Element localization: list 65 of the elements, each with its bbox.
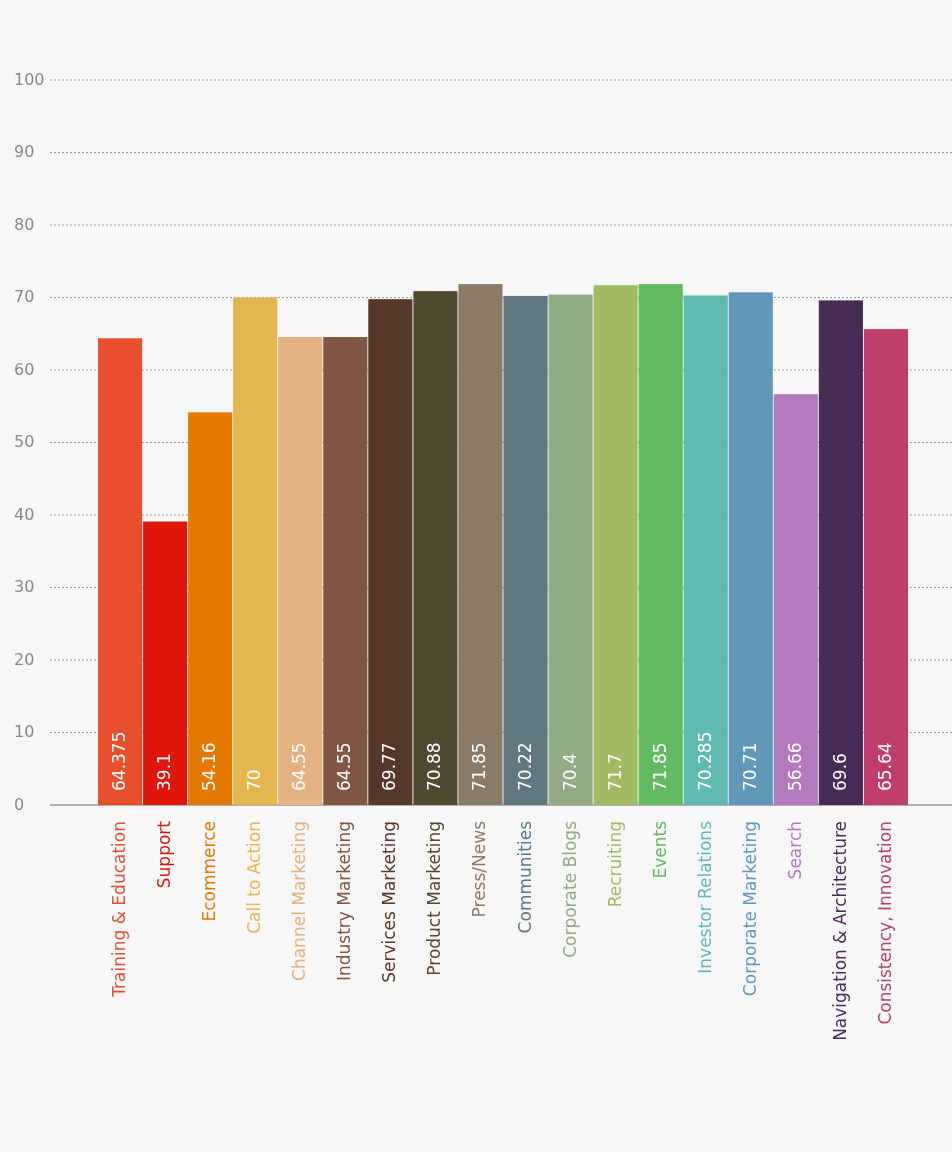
bar — [143, 521, 188, 805]
bar — [323, 337, 368, 805]
y-tick-label: 20 — [14, 649, 35, 669]
data-label: 64.375 — [109, 731, 130, 791]
data-label: 69.6 — [829, 753, 850, 791]
bar — [818, 300, 863, 805]
x-tick-label: Events — [649, 820, 670, 879]
x-tick-label: Corporate Blogs — [559, 820, 580, 958]
bar — [863, 329, 908, 805]
x-tick-label: Communities — [514, 820, 535, 934]
x-tick-label: Call to Action — [244, 821, 265, 934]
data-label: 70.22 — [514, 742, 535, 791]
bar — [503, 295, 548, 805]
x-tick-label: Navigation & Architecture — [829, 821, 850, 1041]
data-label: 70.4 — [559, 753, 580, 791]
y-tick-label: 50 — [14, 432, 35, 451]
data-label: 70 — [244, 769, 265, 791]
x-tick-label: Ecommerce — [199, 821, 220, 922]
y-tick-label: 60 — [14, 359, 35, 379]
bar — [188, 412, 233, 805]
data-label: 39.1 — [154, 753, 175, 791]
bar — [278, 337, 323, 805]
x-tick-label: Recruiting — [604, 821, 625, 908]
y-tick-label: 100 — [14, 69, 45, 89]
bar — [728, 292, 773, 805]
bar — [233, 297, 278, 805]
data-label: 70.88 — [424, 742, 445, 791]
bar — [593, 285, 638, 805]
data-label: 64.55 — [334, 742, 355, 791]
data-label: 54.16 — [199, 742, 220, 791]
y-tick-label: 70 — [14, 287, 35, 306]
data-label: 71.7 — [604, 753, 625, 791]
bar — [638, 284, 683, 805]
x-tick-label: Search — [784, 821, 805, 880]
bar — [413, 291, 458, 805]
data-label: 71.85 — [649, 742, 670, 791]
data-label: 65.64 — [874, 742, 895, 791]
x-tick-label: Investor Relations — [694, 820, 715, 974]
y-tick-label: 30 — [14, 577, 35, 596]
x-tick-label: Press/News — [469, 820, 490, 918]
data-label: 56.66 — [784, 742, 805, 791]
data-label: 64.55 — [289, 742, 310, 791]
bar — [458, 284, 503, 805]
x-tick-label: Consistency, Innovation — [874, 821, 895, 1025]
data-label: 71.85 — [469, 742, 490, 791]
x-tick-label: Services Marketing — [379, 821, 400, 983]
x-tick-label: Channel Marketing — [289, 821, 310, 981]
bar — [368, 299, 413, 805]
y-tick-label: 10 — [14, 722, 35, 741]
x-tick-label: Corporate Marketing — [739, 821, 760, 997]
bar — [548, 294, 593, 805]
data-label: 70.285 — [694, 731, 715, 791]
y-tick-label: 0 — [14, 794, 25, 814]
bar — [98, 338, 143, 805]
x-tick-label: Support — [154, 820, 175, 889]
x-tick-label: Training & Education — [109, 821, 130, 998]
data-label: 69.77 — [379, 742, 400, 791]
x-tick-label: Industry Marketing — [334, 821, 355, 982]
y-tick-label: 80 — [14, 214, 35, 234]
bar — [773, 394, 818, 805]
data-label: 70.71 — [739, 742, 760, 791]
y-tick-label: 90 — [14, 142, 35, 161]
x-tick-label: Product Marketing — [424, 821, 445, 976]
bar — [683, 295, 728, 805]
y-tick-label: 40 — [14, 504, 35, 524]
